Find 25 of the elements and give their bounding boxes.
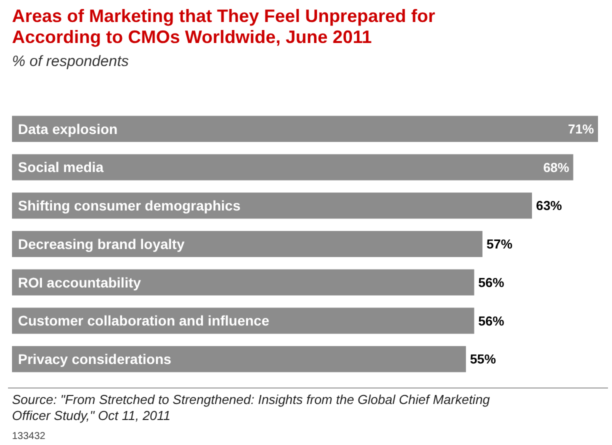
bar bbox=[12, 116, 598, 142]
y-tick-label: Social media bbox=[18, 159, 104, 176]
y-tick-label: Customer collaboration and influence bbox=[18, 312, 270, 329]
data-label: 68% bbox=[543, 160, 570, 175]
y-tick-label: Shifting consumer demographics bbox=[18, 198, 241, 214]
bar bbox=[12, 230, 482, 258]
y-tick-label: ROI accountability bbox=[18, 274, 142, 290]
chart-subtitle: % of respondents bbox=[12, 53, 130, 70]
data-label: 56% bbox=[478, 274, 505, 290]
bar bbox=[12, 308, 474, 334]
source-note: Source: "From Stretched to Strengthened: Insights from the Global Chief Marketing Officer Study," Oct 11, 2011 bbox=[12, 392, 491, 423]
data-label: 56% bbox=[478, 313, 505, 328]
bar bbox=[12, 269, 474, 296]
bar bbox=[12, 154, 574, 180]
text: 133432 bbox=[12, 431, 46, 442]
bar bbox=[12, 346, 466, 372]
chart-title: Areas of Marketing that They Feel Unprepared for According to CMOs Worldwide, June 2011 bbox=[12, 6, 436, 47]
y-tick-label: Decreasing brand loyalty bbox=[18, 236, 185, 252]
y-tick-label: Data explosion bbox=[18, 120, 118, 137]
data-label: 55% bbox=[470, 352, 496, 367]
data-label: 57% bbox=[486, 236, 513, 252]
data-label: 71% bbox=[568, 121, 594, 136]
bar bbox=[12, 192, 532, 219]
y-tick-label: Privacy considerations bbox=[18, 351, 172, 368]
data-label: 63% bbox=[536, 198, 562, 214]
